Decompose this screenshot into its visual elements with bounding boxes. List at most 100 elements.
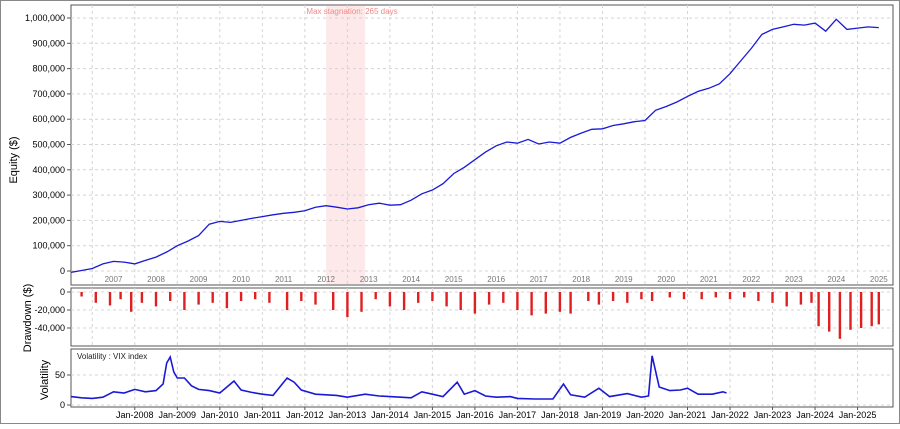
drawdown-bar [650, 292, 654, 301]
drawdown-bar [558, 292, 562, 312]
drawdown-plot-area [70, 287, 894, 347]
equity-y-axis-label: Equity ($) [8, 136, 20, 183]
drawdown-bar [154, 292, 158, 307]
volatility-x-tick-label: Jan-2010 [201, 410, 239, 420]
volatility-x-tick-label: Jan-2008 [116, 410, 154, 420]
drawdown-bar [640, 292, 643, 300]
equity-x-tick-label: 2007 [105, 275, 123, 284]
equity-y-tick-label: 300,000 [32, 190, 65, 200]
equity-y-tick-label: 100,000 [32, 241, 65, 251]
drawdown-bar [569, 292, 572, 314]
drawdown-bar [169, 292, 172, 301]
drawdown-bar [700, 292, 703, 300]
equity-y-tick-label: 1,000,000 [25, 13, 65, 23]
drawdown-bar [119, 292, 122, 300]
drawdown-bar [817, 292, 820, 327]
drawdown-bar [544, 292, 547, 314]
volatility-x-tick-label: Jan-2021 [669, 410, 707, 420]
drawdown-bar [374, 292, 377, 300]
drawdown-bar [530, 292, 533, 316]
drawdown-bar [402, 292, 406, 310]
volatility-x-tick-label: Jan-2024 [796, 410, 834, 420]
stagnation-annotation: Max stagnation: 265 days [306, 7, 397, 16]
drawdown-bar [771, 292, 774, 303]
volatility-x-tick-label: Jan-2023 [754, 410, 792, 420]
drawdown-bar [360, 292, 363, 312]
equity-x-tick-label: 2009 [190, 275, 208, 284]
drawdown-grid [71, 288, 893, 346]
drawdown-y-tick-label: -40,000 [34, 323, 65, 333]
volatility-y-tick-label: 0 [60, 400, 65, 410]
drawdown-bar [332, 292, 335, 310]
volatility-x-tick-label: Jan-2011 [244, 410, 281, 420]
volatility-x-tick-label: Jan-2025 [839, 410, 877, 420]
drawdown-bar [597, 292, 601, 305]
equity-x-tick-label: 2024 [827, 275, 845, 284]
volatility-x-tick-label: Jan-2018 [541, 410, 579, 420]
equity-x-tick-label: 2012 [317, 275, 335, 284]
volatility-x-tick-label: Jan-2014 [371, 410, 409, 420]
drawdown-bar [254, 292, 257, 300]
volatility-x-tick-label: Jan-2016 [456, 410, 494, 420]
drawdown-bar [130, 292, 133, 312]
drawdown-bar [445, 292, 448, 307]
volatility-x-tick-label: Jan-2013 [329, 410, 367, 420]
drawdown-bar [828, 292, 831, 332]
volatility-x-tick-label: Jan-2017 [499, 410, 537, 420]
volatility-y-axis-label: Volatility [39, 359, 51, 400]
equity-x-tick-label: 2017 [530, 275, 548, 284]
equity-x-tick-label: 2019 [615, 275, 633, 284]
drawdown-y-axis-label: Drawdown ($) [22, 284, 34, 352]
drawdown-bar [487, 292, 491, 305]
drawdown-bar [473, 292, 477, 314]
volatility-x-tick-label: Jan-2015 [414, 410, 452, 420]
drawdown-bar [785, 292, 788, 307]
drawdown-bar [268, 292, 271, 303]
volatility-x-tick-label: Jan-2009 [159, 410, 197, 420]
drawdown-bar [300, 292, 303, 301]
volatility-y-tick-label: 50 [55, 370, 65, 380]
equity-panel: 0 100,000 200,000 300,000 400,000 500,000 600,… [8, 4, 894, 286]
equity-x-tick-label: 2013 [360, 275, 378, 284]
drawdown-bar [757, 292, 760, 301]
equity-x-tick-label: 2022 [742, 275, 760, 284]
drawdown-bar [502, 292, 505, 303]
equity-x-tick-label: 2011 [275, 275, 293, 284]
drawdown-bar [743, 292, 746, 298]
volatility-x-tick-label: Jan-2012 [286, 410, 324, 420]
drawdown-bar [225, 292, 229, 309]
equity-x-tick-label: 2010 [232, 275, 250, 284]
equity-grid [71, 5, 893, 285]
equity-x-tick-label: 2008 [147, 275, 165, 284]
drawdown-bar [314, 292, 317, 305]
volatility-series-line [70, 354, 727, 400]
equity-x-tick-label: 2015 [445, 275, 463, 284]
volatility-panel: 0 50 Jan-2008 Jan-2009 Jan-2010 Jan-2011 Jan-… [39, 348, 894, 420]
drawdown-bar [838, 292, 842, 339]
equity-y-tick-label: 700,000 [32, 89, 65, 99]
drawdown-bar [211, 292, 214, 303]
drawdown-panel: 0 -20,000 -40,000 Drawdown ($) [22, 284, 894, 352]
drawdown-bar [94, 292, 97, 303]
drawdown-bar [877, 292, 880, 325]
drawdown-bar [388, 292, 392, 307]
drawdown-bar [346, 292, 349, 318]
drawdown-bar [668, 292, 671, 298]
drawdown-bar [108, 292, 112, 306]
equity-x-tick-label: 2020 [657, 275, 675, 284]
volatility-legend: Volatility : VIX index [77, 352, 147, 361]
drawdown-bar [183, 292, 186, 310]
volatility-x-tick-label: Jan-2020 [626, 410, 664, 420]
equity-y-tick-label: 900,000 [32, 38, 65, 48]
equity-y-tick-label: 800,000 [32, 64, 65, 74]
drawdown-bars [80, 292, 880, 339]
equity-y-tick-label: 0 [60, 266, 65, 276]
drawdown-bar [728, 292, 732, 300]
drawdown-bar [431, 292, 434, 301]
drawdown-bar [197, 292, 200, 305]
volatility-plot-area [70, 348, 894, 408]
drawdown-bar [870, 292, 873, 327]
drawdown-bar [849, 292, 852, 330]
volatility-x-tick-label: Jan-2019 [584, 410, 622, 420]
